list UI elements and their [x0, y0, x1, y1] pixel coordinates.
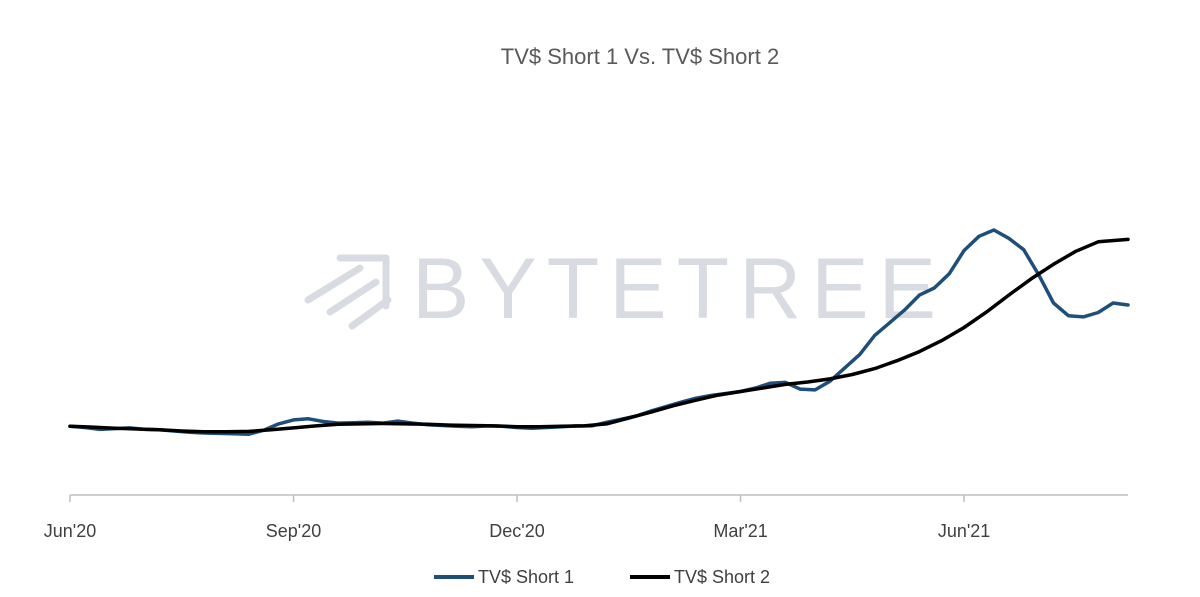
x-tick-label: Jun'21: [938, 521, 990, 541]
chart-title: TV$ Short 1 Vs. TV$ Short 2: [501, 44, 779, 69]
x-tick-label: Jun'20: [44, 521, 96, 541]
legend-label-tv-short-1: TV$ Short 1: [478, 567, 574, 587]
x-tick-label: Sep'20: [266, 521, 322, 541]
legend: TV$ Short 1 TV$ Short 2: [434, 567, 770, 587]
legend-label-tv-short-2: TV$ Short 2: [674, 567, 770, 587]
bytetree-logo-icon: [304, 254, 392, 330]
watermark-text: BYTETREE: [412, 241, 946, 337]
x-axis-ticks: Jun'20 Sep'20 Dec'20 Mar'21 Jun'21: [44, 495, 990, 541]
x-tick-label: Dec'20: [489, 521, 544, 541]
x-tick-label: Mar'21: [713, 521, 767, 541]
series-layer: [68, 228, 1130, 436]
series-line-tv-short-2: [68, 237, 1130, 434]
watermark: BYTETREE: [304, 241, 946, 337]
